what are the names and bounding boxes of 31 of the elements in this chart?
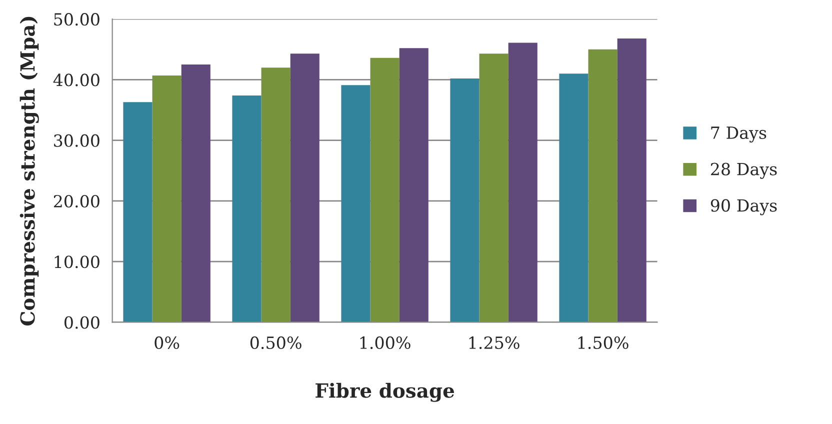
x-tick-label: 1.25% bbox=[469, 336, 520, 350]
bar bbox=[181, 64, 210, 322]
legend-label: 90 Days bbox=[710, 199, 777, 216]
bar bbox=[341, 85, 370, 322]
bar bbox=[508, 42, 538, 322]
x-tick-label: 0% bbox=[154, 336, 180, 350]
bar bbox=[399, 48, 428, 322]
x-tick-label: 0.50% bbox=[250, 336, 302, 350]
bar bbox=[559, 74, 588, 322]
y-tick-label: 10.00 bbox=[54, 256, 100, 268]
bar bbox=[588, 49, 618, 322]
bar bbox=[261, 68, 290, 322]
bar bbox=[479, 54, 508, 322]
y-tick-label: 30.00 bbox=[54, 134, 100, 147]
bar bbox=[370, 58, 400, 322]
legend-label: 7 Days bbox=[711, 126, 766, 142]
bar bbox=[152, 75, 182, 322]
y-tick-label: 20.00 bbox=[54, 194, 100, 208]
bar bbox=[290, 54, 320, 322]
bar bbox=[123, 102, 152, 322]
legend-label: 28 Days bbox=[710, 162, 777, 179]
x-tick-label: 1.50% bbox=[578, 336, 628, 350]
x-tick-label: 1.00% bbox=[360, 336, 410, 350]
x-axis-title: Fibre dosage bbox=[316, 382, 454, 402]
y-tick-label: 40.00 bbox=[53, 74, 100, 86]
bar bbox=[617, 38, 646, 322]
y-axis-title: Compressive strength (Mpa) bbox=[20, 16, 39, 326]
y-tick-label: 50.00 bbox=[54, 13, 100, 26]
bar bbox=[450, 78, 480, 322]
bar bbox=[232, 95, 262, 322]
y-tick-label: 0.00 bbox=[64, 316, 100, 329]
